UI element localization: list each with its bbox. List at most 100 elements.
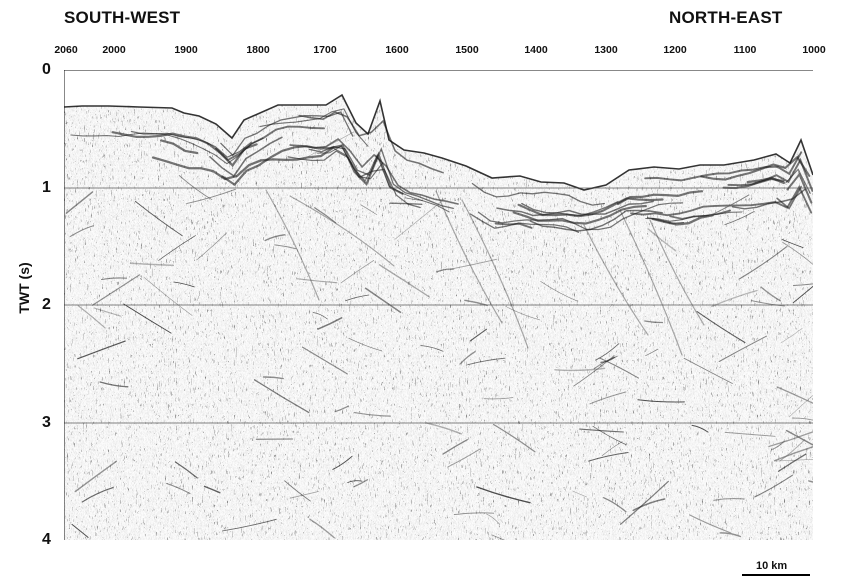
seismic-reflector	[151, 146, 335, 181]
seismic-reflector	[529, 209, 664, 232]
seismic-reflector	[353, 412, 391, 417]
seismic-reflector	[453, 512, 495, 516]
seismic-reflector	[160, 139, 199, 155]
seismic-reflector	[317, 317, 343, 330]
seismic-reflector	[644, 320, 663, 324]
seismic-reflector	[781, 239, 804, 249]
seismic-reflector	[353, 479, 369, 488]
x-tick-label: 1200	[663, 44, 687, 56]
seismic-reflector	[782, 241, 813, 265]
seismic-reflector	[724, 431, 776, 437]
seismic-reflector	[777, 453, 807, 472]
x-tick-label: 1400	[524, 44, 548, 56]
seismic-reflector	[340, 260, 375, 284]
seismic-reflector	[305, 131, 355, 158]
seismic-reflector	[134, 200, 183, 237]
seismic-reflector	[222, 518, 277, 532]
seismic-reflector	[683, 357, 733, 384]
seismic-reflector	[93, 307, 122, 317]
seismic-reflector	[265, 189, 320, 301]
seismic-reflector	[69, 225, 94, 238]
seismic-reflector	[467, 357, 506, 366]
seismic-reflector	[158, 235, 196, 261]
seismic-reflector	[708, 194, 750, 217]
top-axis: 2060 2000 1900 1800 1700 1600 1500 1400 …	[0, 44, 846, 62]
seismic-reflector	[700, 155, 811, 181]
seismic-reflector	[74, 460, 118, 493]
seismic-reflector	[785, 168, 811, 194]
seismic-reflector	[592, 425, 627, 445]
seismic-reflector	[312, 312, 328, 320]
seismic-reflector	[724, 211, 755, 225]
seismic-reflector	[505, 306, 541, 321]
seismic-reflector	[308, 146, 454, 210]
seismic-reflector	[572, 490, 587, 498]
seismic-reflector	[298, 111, 444, 174]
seismic-reflector	[792, 285, 813, 304]
x-tick-label: 2060	[54, 44, 78, 56]
seismic-reflector	[435, 268, 454, 273]
x-tick-label: 1700	[313, 44, 337, 56]
seismic-reflector	[253, 379, 310, 413]
seismic-reflector	[713, 498, 745, 501]
seismic-reflector	[111, 131, 258, 168]
seismic-reflector	[647, 217, 685, 224]
seismic-reflector	[785, 429, 813, 446]
seismic-reflector	[123, 303, 172, 334]
seismic-reflector	[696, 311, 746, 344]
seismic-reflector	[718, 335, 767, 363]
seismic-reflector	[649, 219, 705, 326]
seismic-reflector	[178, 175, 213, 201]
seismic-reflector	[483, 397, 514, 400]
seismic-reflector	[129, 262, 175, 267]
seismic-reflector	[774, 446, 813, 462]
seismic-reflector	[688, 514, 731, 534]
seismic-reflector	[644, 151, 803, 182]
seismic-reflector	[442, 439, 468, 455]
seismic-reflector	[600, 356, 615, 364]
seismic-reflector	[599, 357, 639, 379]
y-tick-label: 1	[42, 179, 51, 196]
seismic-reflector	[314, 207, 337, 224]
seismic-reflector	[595, 343, 620, 361]
seismic-reflector	[647, 228, 677, 252]
seismic-reflector	[554, 367, 606, 372]
seismic-reflector	[517, 197, 664, 218]
seismic-reflector	[262, 376, 284, 380]
seismic-reflector	[602, 497, 627, 513]
seismic-reflector	[420, 345, 444, 352]
seismic-reflector	[173, 281, 195, 288]
seismic-reflector	[786, 172, 813, 204]
seismic-reflector	[316, 145, 450, 213]
seismic-reflector	[209, 136, 283, 178]
seismic-reflector	[776, 386, 813, 404]
x-tick-label: 1500	[455, 44, 479, 56]
seismic-reflector	[486, 513, 500, 525]
seismic-reflector	[435, 190, 503, 324]
seismic-reflector	[334, 405, 349, 413]
seismic-reflector	[751, 300, 785, 307]
seismic-reflector	[174, 461, 198, 479]
seismic-reflector	[620, 480, 669, 525]
seismic-reflector	[215, 125, 325, 162]
seismic-reflector	[491, 534, 506, 540]
seismic-reflector	[645, 348, 659, 357]
seismic-reflector	[494, 222, 533, 229]
x-tick-label: 1600	[385, 44, 409, 56]
seismic-reflector	[345, 294, 370, 302]
seismic-reflector	[81, 487, 114, 503]
y-axis-title: TWT (s)	[16, 262, 32, 314]
seismic-reflector	[77, 305, 106, 329]
seismic-reflector	[379, 264, 431, 298]
seismic-reflector	[425, 422, 462, 435]
seismic-reflector	[166, 482, 191, 495]
seismic-reflector	[99, 381, 129, 388]
seismic-reflector	[449, 258, 497, 270]
seafloor-reflector	[64, 93, 813, 191]
seismic-reflector	[589, 391, 627, 405]
seismic-reflector	[583, 224, 649, 336]
seismic-reflector	[144, 277, 193, 316]
seismic-reflector	[619, 209, 683, 356]
seismic-reflector	[309, 518, 335, 539]
seismic-reflector	[632, 498, 666, 512]
